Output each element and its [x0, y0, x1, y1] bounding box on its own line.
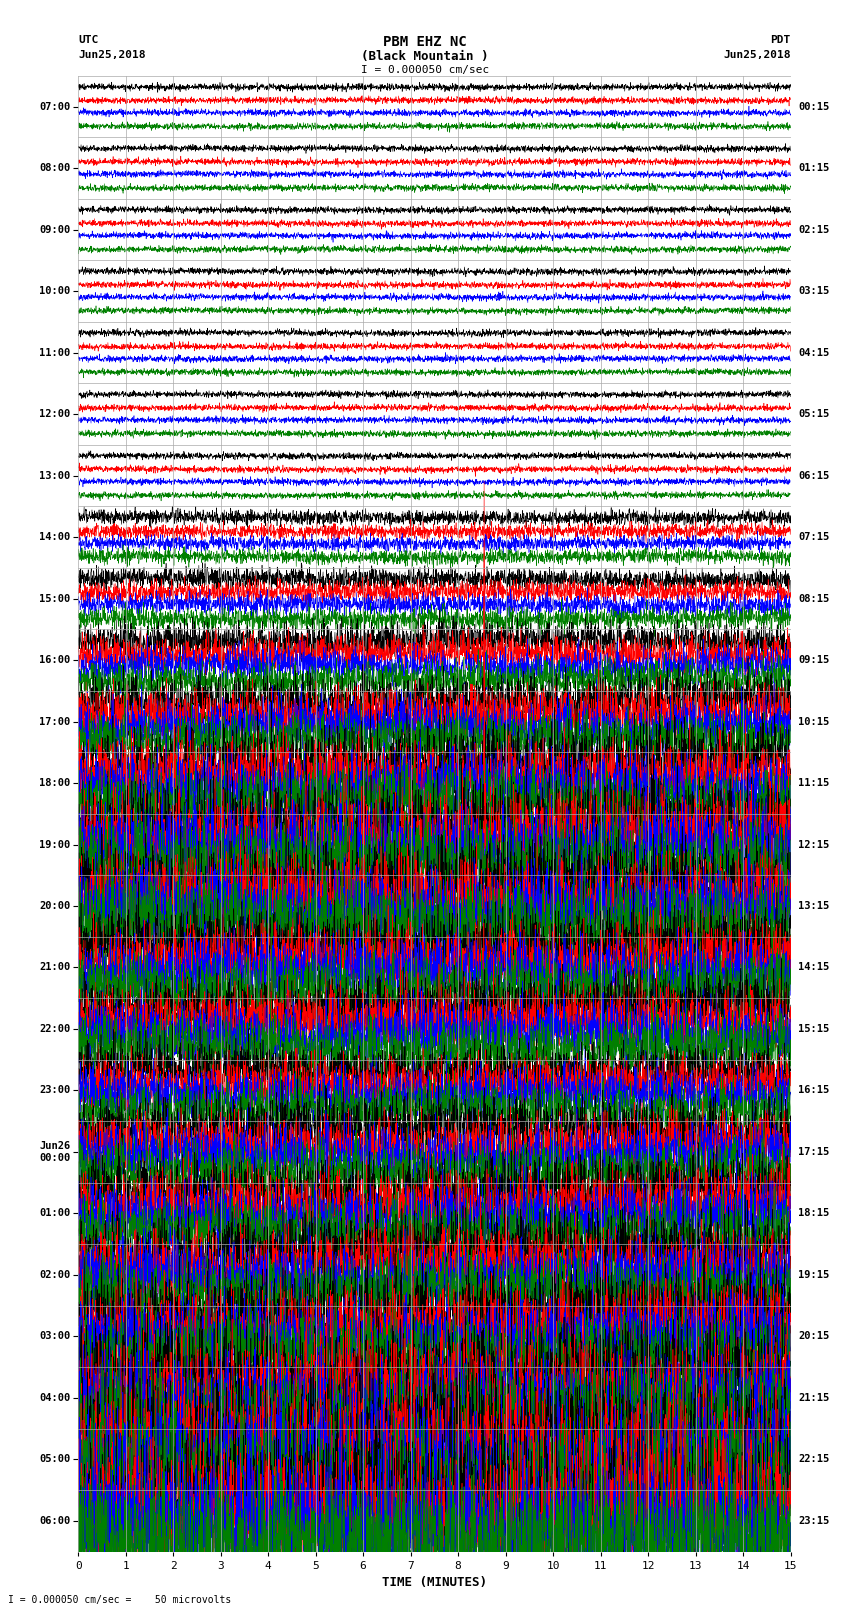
Text: Jun25,2018: Jun25,2018	[78, 50, 145, 60]
Text: (Black Mountain ): (Black Mountain )	[361, 50, 489, 63]
Text: I = 0.000050 cm/sec: I = 0.000050 cm/sec	[361, 65, 489, 74]
Text: UTC: UTC	[78, 35, 99, 45]
Text: Jun25,2018: Jun25,2018	[723, 50, 791, 60]
Text: I = 0.000050 cm/sec =    50 microvolts: I = 0.000050 cm/sec = 50 microvolts	[8, 1595, 232, 1605]
X-axis label: TIME (MINUTES): TIME (MINUTES)	[382, 1576, 487, 1589]
Text: PDT: PDT	[770, 35, 790, 45]
Text: PBM EHZ NC: PBM EHZ NC	[383, 35, 467, 50]
